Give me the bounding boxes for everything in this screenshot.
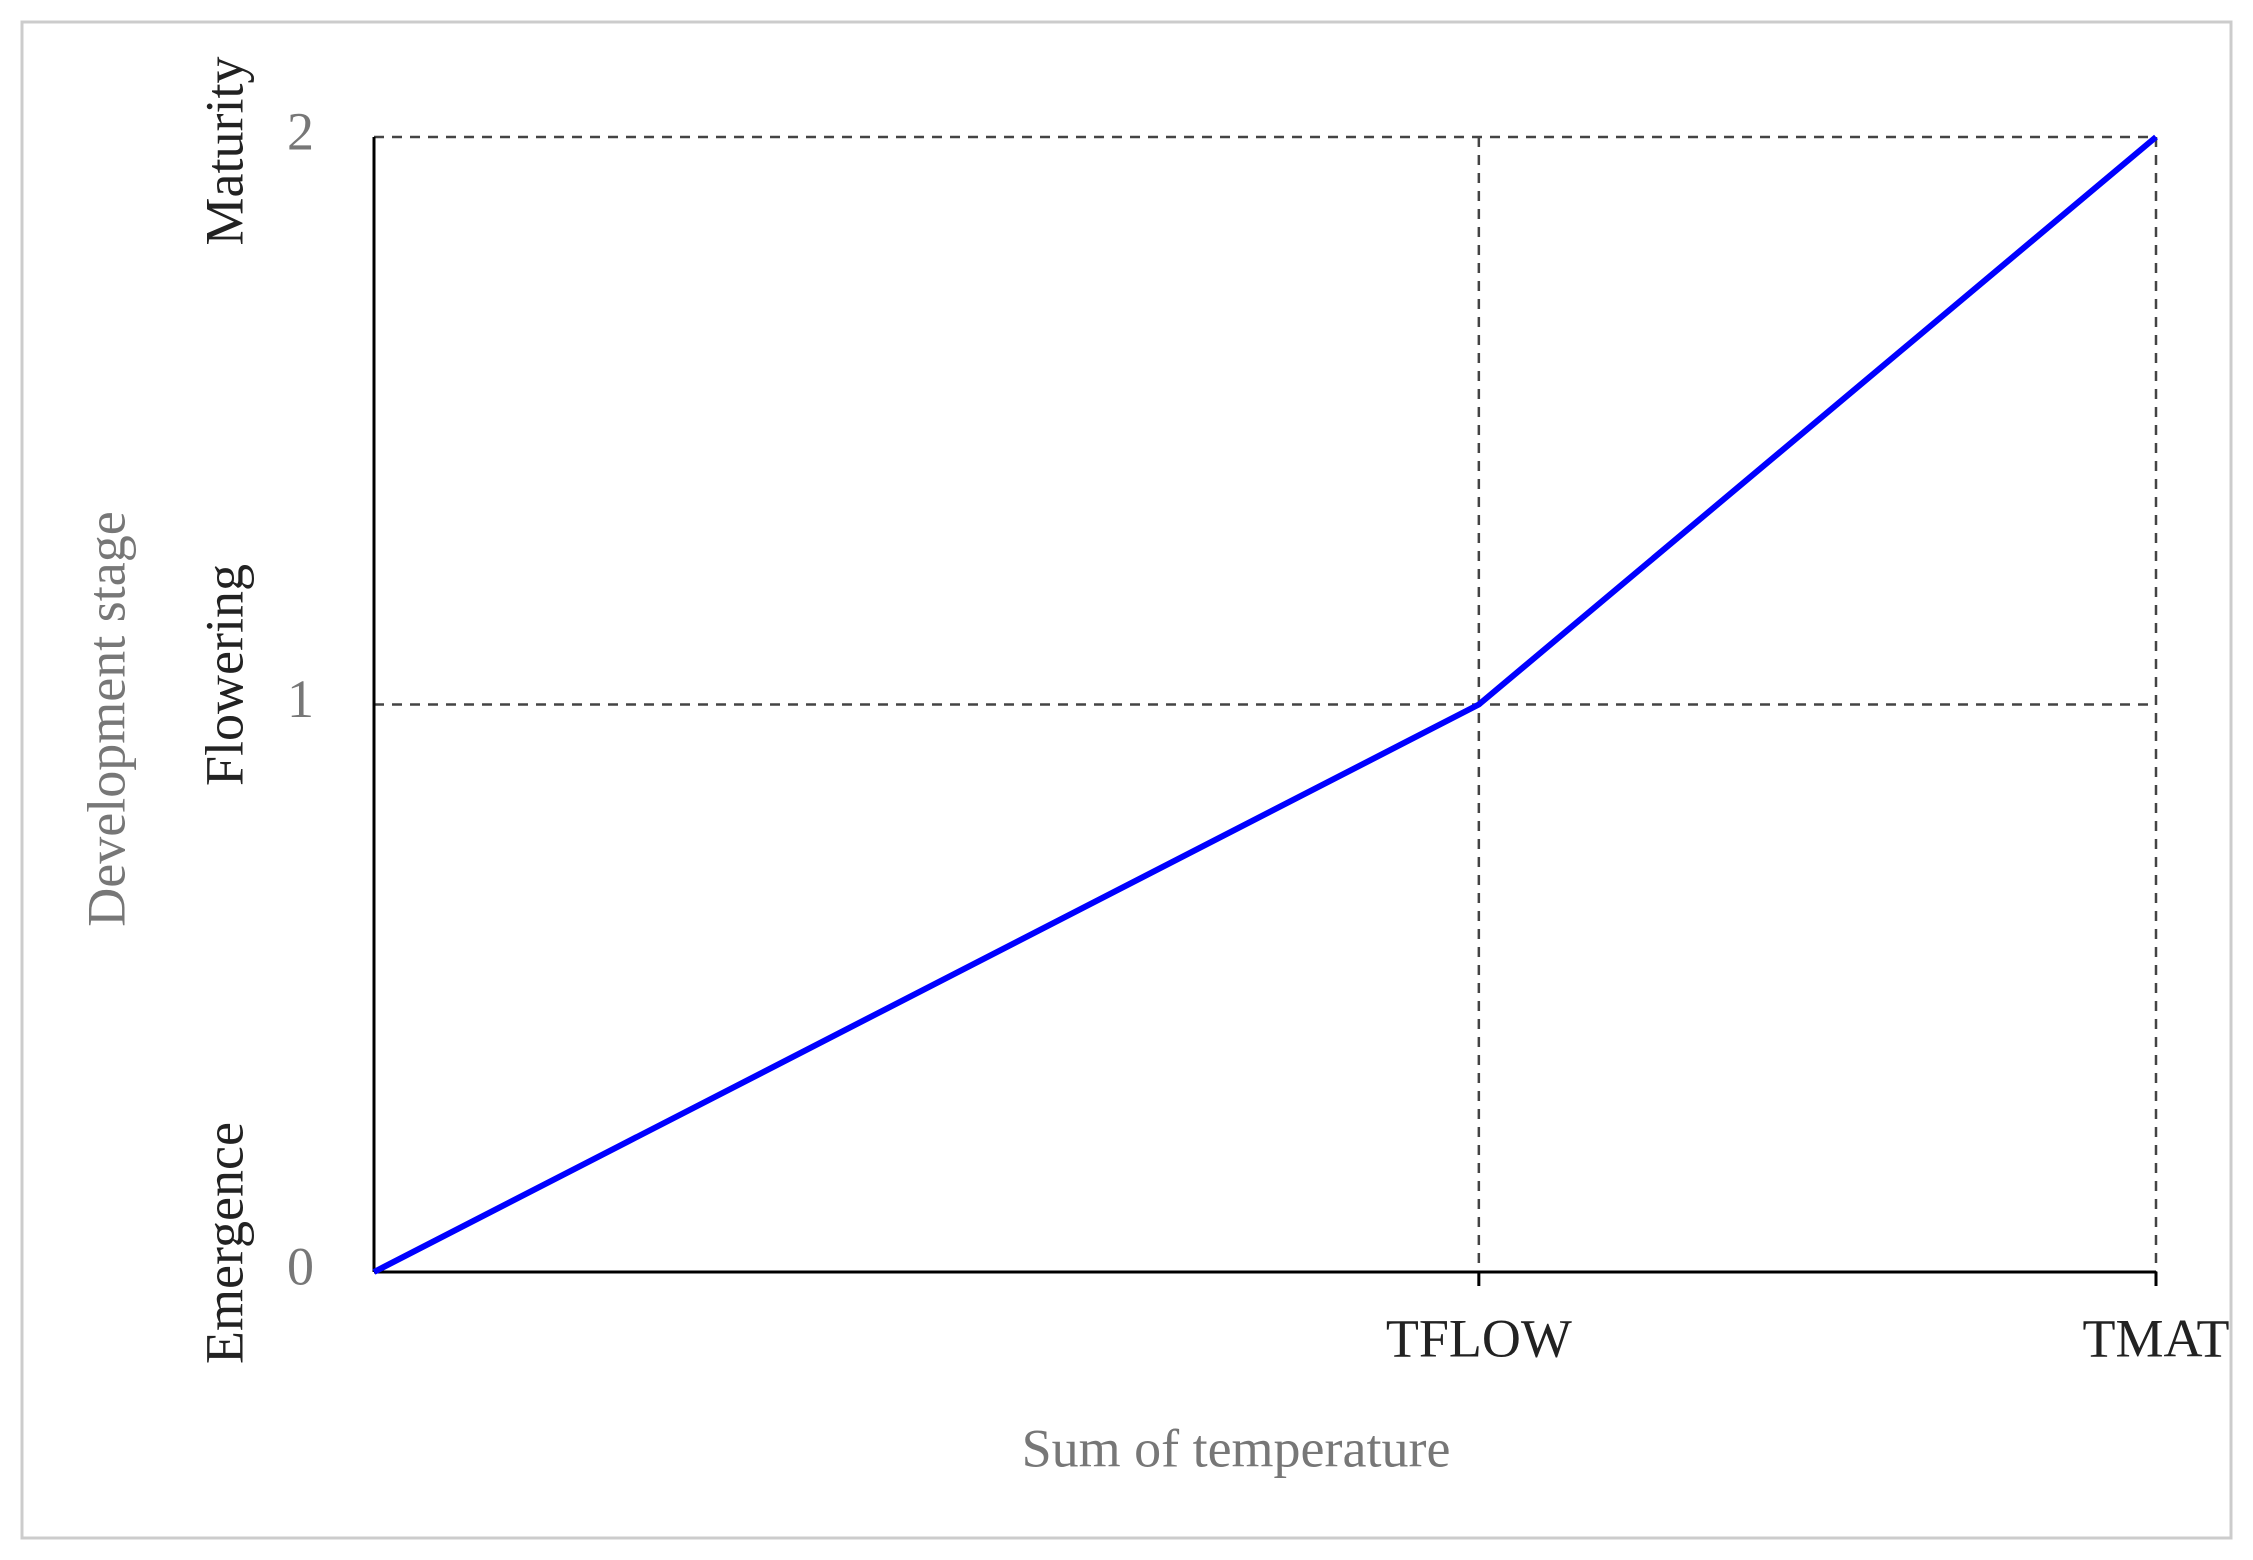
y-tick-label: 2 bbox=[287, 101, 314, 161]
x-tick-label: TMAT bbox=[2083, 1308, 2230, 1368]
y-tick-label: 0 bbox=[287, 1236, 314, 1296]
stage-label: Flowering bbox=[194, 564, 254, 786]
x-tick-label: TFLOW bbox=[1386, 1308, 1572, 1368]
x-axis-title: Sum of temperature bbox=[1022, 1418, 1451, 1478]
y-axis-title: Development stage bbox=[76, 511, 136, 926]
data-line bbox=[372, 134, 2158, 1275]
stage-label: Maturity bbox=[194, 57, 254, 246]
stage-label: Emergence bbox=[194, 1122, 254, 1364]
y-tick-label: 1 bbox=[287, 669, 314, 729]
frame bbox=[20, 20, 2233, 1540]
